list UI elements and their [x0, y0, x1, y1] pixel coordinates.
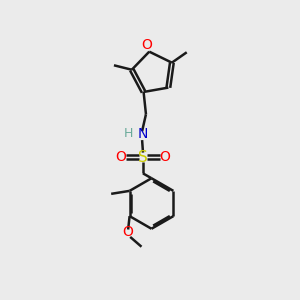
Text: S: S: [138, 149, 148, 164]
Text: O: O: [142, 38, 153, 52]
Text: O: O: [123, 226, 134, 239]
Text: N: N: [138, 127, 148, 141]
Text: O: O: [116, 150, 126, 164]
Text: H: H: [123, 127, 133, 140]
Text: O: O: [160, 150, 170, 164]
